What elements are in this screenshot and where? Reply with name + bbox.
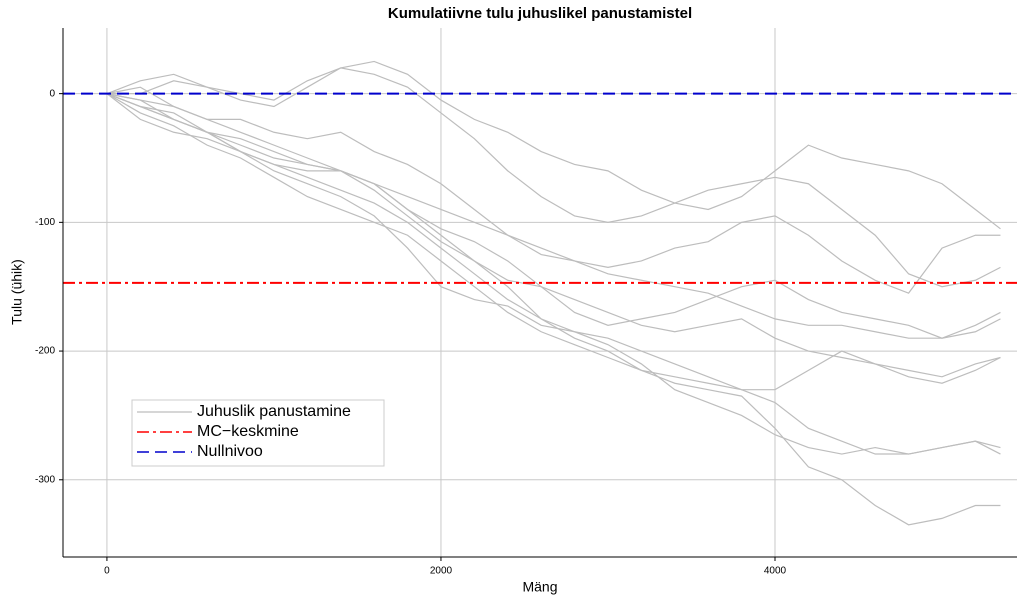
series-line bbox=[106, 93, 1001, 455]
y-tick-label: -200 bbox=[35, 346, 55, 357]
legend-label: Nullnivoo bbox=[197, 443, 263, 460]
chart-title: Kumulatiivne tulu juhuslikel panustamist… bbox=[388, 5, 692, 22]
series-line bbox=[106, 93, 1001, 455]
y-axis-label: Tulu (ühik) bbox=[9, 259, 25, 325]
x-tick-label: 0 bbox=[104, 566, 110, 577]
x-axis-label: Mäng bbox=[522, 579, 557, 595]
y-tick-label: -300 bbox=[35, 474, 55, 485]
series-line bbox=[106, 86, 1001, 294]
series-line bbox=[106, 60, 1001, 230]
series-line bbox=[106, 93, 1001, 339]
series-line bbox=[106, 93, 1001, 378]
x-tick-label: 2000 bbox=[430, 566, 453, 577]
x-tick-label: 4000 bbox=[764, 566, 787, 577]
series-line bbox=[106, 93, 1001, 391]
legend-label: Juhuslik panustamine bbox=[197, 403, 351, 420]
y-tick-label: 0 bbox=[49, 88, 55, 99]
legend-box bbox=[131, 399, 385, 467]
legend-label: MC−keskmine bbox=[197, 423, 299, 440]
y-tick-label: -100 bbox=[35, 217, 55, 228]
series-line bbox=[106, 93, 1001, 339]
series-line bbox=[106, 67, 1001, 288]
